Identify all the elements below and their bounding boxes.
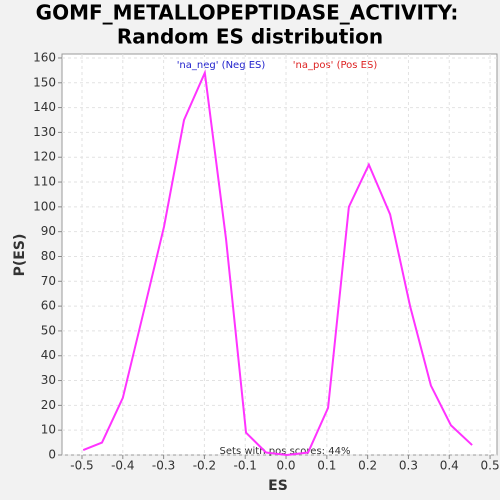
y-tick-label: 70 <box>41 274 56 288</box>
data-line <box>82 69 473 457</box>
y-tick-label: 100 <box>33 199 56 213</box>
y-tick-label: 110 <box>33 175 56 189</box>
y-tick-label: 30 <box>41 373 56 387</box>
x-axis-label: ES <box>268 478 288 494</box>
y-axis-label: P(ES) <box>12 234 28 277</box>
legend-entry: 'na_neg' (Neg ES) <box>177 60 266 71</box>
y-tick-label: 140 <box>33 100 56 114</box>
x-tick-label: -0.4 <box>111 459 134 473</box>
x-tick-label: -0.2 <box>193 459 216 473</box>
y-tick-label: 130 <box>33 125 56 139</box>
chart-title: Random ES distribution <box>117 25 383 49</box>
y-tick-label: 80 <box>41 249 56 263</box>
plot-area <box>61 53 498 456</box>
y-tick-label: 160 <box>33 50 56 64</box>
x-tick-label: -0.3 <box>152 459 175 473</box>
y-tick-label: 90 <box>41 224 56 238</box>
x-tick-label: 0.5 <box>481 459 500 473</box>
y-tick-label: 20 <box>41 398 56 412</box>
x-tick-label: 0.3 <box>399 459 418 473</box>
x-tick-label: 0.1 <box>317 459 336 473</box>
y-tick-label: 150 <box>33 75 56 89</box>
y-tick-label: 120 <box>33 150 56 164</box>
annotation: Sets with pos scores: 44% <box>220 446 351 457</box>
y-tick-label: 0 <box>48 448 56 462</box>
y-tick-label: 60 <box>41 299 56 313</box>
x-tick-label: -0.1 <box>234 459 257 473</box>
y-tick-label: 50 <box>41 323 56 337</box>
y-tick-label: 10 <box>41 423 56 437</box>
y-tick-label: 40 <box>41 348 56 362</box>
chart-title: GOMF_METALLOPEPTIDASE_ACTIVITY: <box>36 1 459 25</box>
x-tick-label: 0.2 <box>358 459 377 473</box>
x-tick-label: 0.0 <box>276 459 295 473</box>
legend-entry: 'na_pos' (Pos ES) <box>293 60 378 71</box>
x-tick-label: 0.4 <box>440 459 459 473</box>
x-tick-label: -0.5 <box>70 459 93 473</box>
